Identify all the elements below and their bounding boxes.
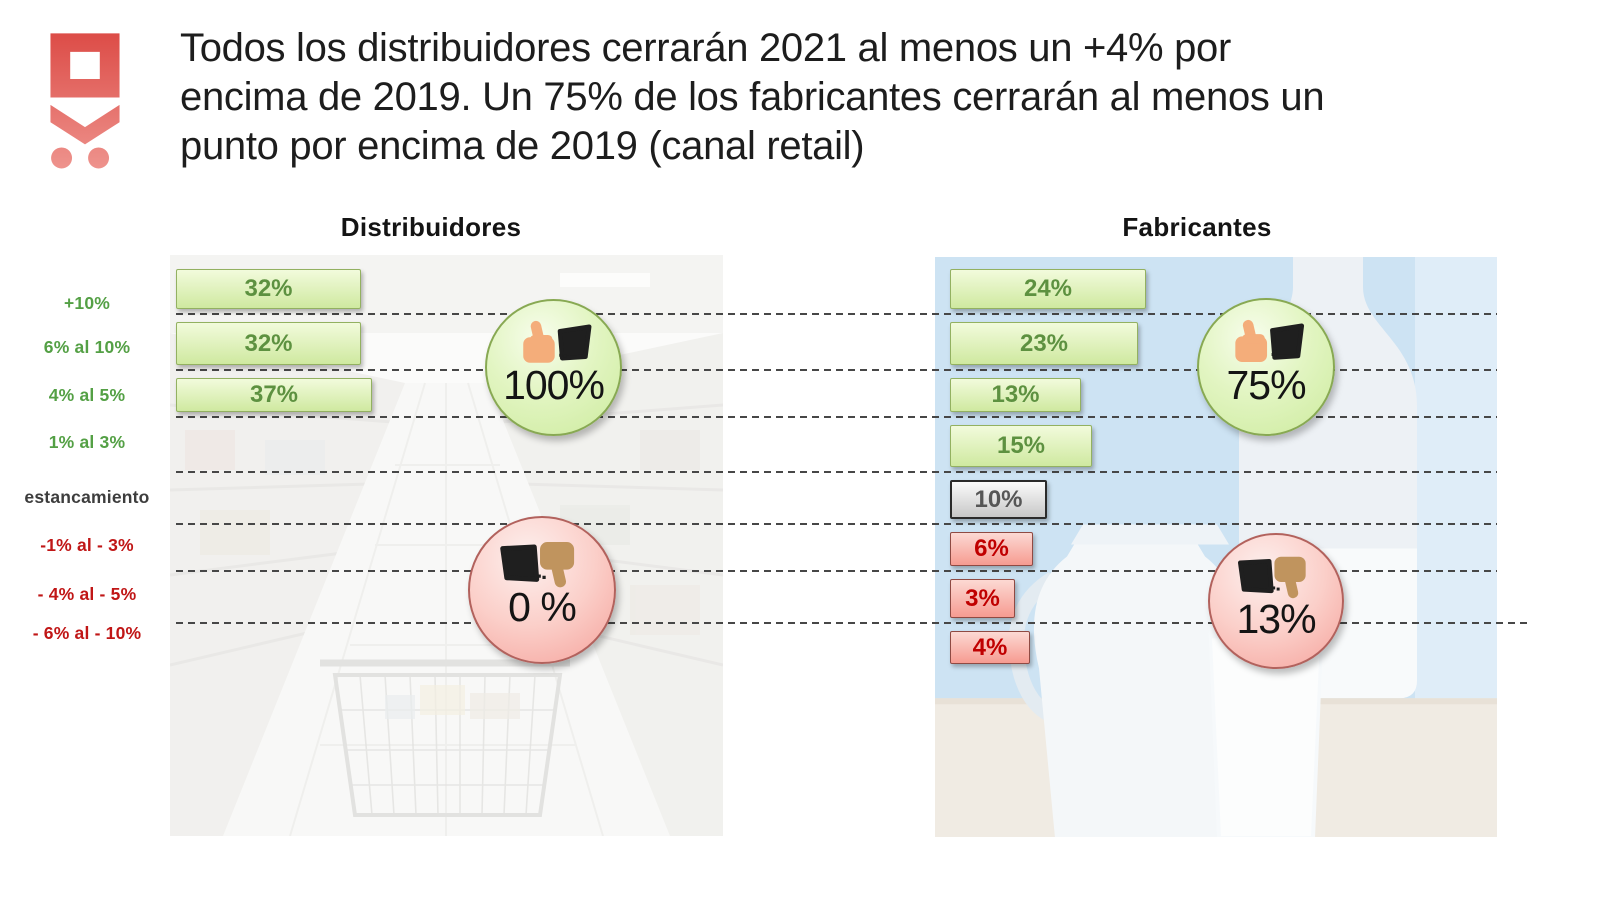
row-divider-3 — [176, 416, 1497, 418]
row-divider-5 — [176, 523, 1497, 525]
row-divider-7 — [176, 622, 1532, 624]
thumbs-up-icon — [523, 320, 592, 363]
panel-title-distribuidores: Distribuidores — [340, 212, 522, 242]
chart-stage: Distribuidores Fabricantes +10% 6% al 10%… — [0, 200, 1600, 900]
fabricantes-bar-24pct: 24% — [950, 269, 1146, 309]
row-label-4: 1% al 3% — [48, 431, 126, 452]
distribuidores-thumbs-up-badge: 100% — [485, 299, 622, 436]
thumbs-up-icon — [1235, 319, 1305, 362]
fabricantes-bar-23pct: 23% — [950, 322, 1138, 365]
row-divider-2 — [176, 369, 1497, 371]
distribuidores-bar-37pct: 37% — [176, 378, 372, 412]
row-divider-1 — [176, 313, 1497, 315]
fabricantes-bar-6pct: 6% — [950, 532, 1033, 566]
row-label-6: -1% al - 3% — [40, 534, 134, 555]
thumbs-up-value: 100% — [503, 362, 605, 409]
row-label-7: - 4% al - 5% — [37, 584, 137, 604]
thumbs-down-icon — [500, 542, 575, 588]
thumbs-up-value: 75% — [1226, 361, 1306, 408]
distribuidores-thumbs-down-badge: 0 % — [468, 516, 616, 664]
brand-logo-icon — [50, 33, 120, 169]
fabricantes-thumbs-down-badge: 13% — [1208, 533, 1344, 669]
row-divider-6 — [176, 570, 1497, 572]
distribuidores-bar-32pct: 32% — [176, 269, 361, 309]
fabricantes-bar-4pct: 4% — [950, 631, 1030, 664]
row-label-2: 6% al 10% — [43, 337, 131, 357]
thumbs-down-value: 0 % — [508, 584, 577, 631]
row-label-5: estancamiento — [24, 487, 150, 507]
row-label-1: +10% — [63, 292, 111, 313]
thumbs-down-value: 13% — [1236, 595, 1316, 642]
row-label-8: - 6% al - 10% — [32, 623, 142, 643]
fabricantes-bar-3pct: 3% — [950, 579, 1015, 618]
fabricantes-thumbs-up-badge: 75% — [1197, 298, 1335, 436]
panel-title-fabricantes: Fabricantes — [1122, 212, 1272, 242]
fabricantes-bar-10pct: 10% — [950, 480, 1047, 519]
slide-title: Todos los distribuidores cerrarán 2021 a… — [180, 26, 1325, 169]
distribuidores-bar-32pct: 32% — [176, 322, 361, 365]
row-label-3: 4% al 5% — [48, 384, 126, 405]
fabricantes-bar-13pct: 13% — [950, 378, 1081, 412]
row-divider-4 — [176, 471, 1497, 473]
fabricantes-bar-15pct: 15% — [950, 425, 1092, 467]
thumbs-down-icon — [1238, 557, 1306, 599]
